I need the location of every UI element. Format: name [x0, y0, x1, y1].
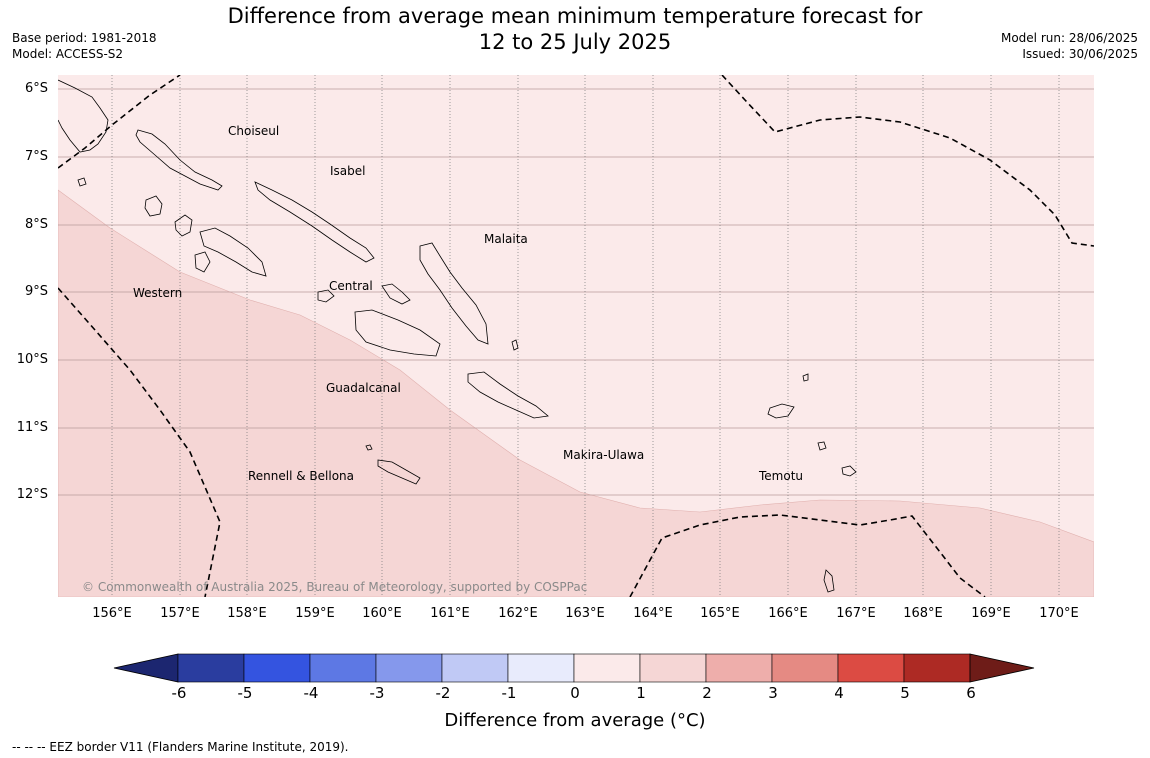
colorbar-boxes — [177, 653, 971, 683]
island-vanikoro — [841, 465, 857, 477]
colorbar-tick: -6 — [171, 684, 187, 702]
colorbar-tick: -5 — [237, 684, 253, 702]
meridians — [111, 75, 1060, 597]
island-anuta — [823, 569, 835, 593]
lon-label: 156°E — [92, 606, 132, 621]
colorbar-over-arrow — [969, 653, 1035, 683]
colorbar-tick: -3 — [369, 684, 385, 702]
island-shortland — [77, 177, 87, 187]
colorbar — [113, 653, 1035, 683]
colorbar-tick: 6 — [966, 684, 976, 702]
region-label-malaita: Malaita — [484, 232, 528, 246]
island-choiseul — [135, 129, 223, 191]
colorbar-box — [507, 653, 575, 683]
island-ndeni — [767, 403, 795, 419]
colorbar-box — [573, 653, 641, 683]
island-rendova — [194, 251, 211, 273]
colorbar-box — [837, 653, 905, 683]
colorbar-tick: 0 — [570, 684, 580, 702]
lon-label: 163°E — [565, 606, 605, 621]
island-vella — [144, 195, 163, 217]
lat-label: 6°S — [24, 81, 48, 96]
title-line-1: Difference from average mean minimum tem… — [227, 4, 923, 28]
region-label-western: Western — [133, 286, 183, 300]
map-panel — [58, 75, 1094, 597]
colorbar-tick: 4 — [834, 684, 844, 702]
meta-right: Model run: 28/06/2025 Issued: 30/06/2025 — [1001, 30, 1138, 62]
lon-label: 169°E — [971, 606, 1011, 621]
lat-label: 7°S — [24, 149, 48, 164]
lon-label: 164°E — [633, 606, 673, 621]
meta-left: Base period: 1981-2018 Model: ACCESS-S2 — [12, 30, 157, 62]
lon-label: 162°E — [498, 606, 538, 621]
island-duff — [802, 373, 809, 382]
colorbar-box — [771, 653, 839, 683]
region-label-makira-ulawa: Makira-Ulawa — [563, 448, 645, 462]
island-bougainville — [58, 79, 109, 153]
island-isabel — [254, 181, 375, 263]
colorbar-tick: 2 — [702, 684, 712, 702]
lon-label: 168°E — [903, 606, 943, 621]
lat-label: 11°S — [16, 420, 48, 435]
lat-label: 8°S — [24, 217, 48, 232]
colorbar-tick: -1 — [501, 684, 517, 702]
island-malaita — [419, 242, 489, 345]
lon-label: 160°E — [362, 606, 402, 621]
eez-border — [58, 75, 1094, 597]
colorbar-box — [705, 653, 773, 683]
title-line-2: 12 to 25 July 2025 — [478, 30, 672, 54]
colorbar-box — [639, 653, 707, 683]
lat-label: 10°S — [16, 352, 48, 367]
lon-label: 166°E — [768, 606, 808, 621]
colorbar-label: Difference from average (°C) — [444, 710, 706, 731]
island-bellona — [365, 444, 373, 451]
region-label-rennell-bellona: Rennell & Bellona — [248, 469, 355, 483]
lon-label: 170°E — [1039, 606, 1079, 621]
island-rennell — [377, 459, 421, 485]
region-label-choiseul: Choiseul — [228, 124, 280, 138]
lat-label: 9°S — [24, 284, 48, 299]
issued-date: Issued: 30/06/2025 — [1022, 47, 1138, 61]
lon-label: 161°E — [430, 606, 470, 621]
colorbar-box — [177, 653, 245, 683]
island-nggela — [317, 289, 335, 303]
islands — [58, 79, 857, 593]
colorbar-box — [243, 653, 311, 683]
chart-title: Difference from average mean minimum tem… — [0, 3, 1150, 55]
region-label-central: Central — [329, 279, 373, 293]
lon-label: 159°E — [295, 606, 335, 621]
colorbar-under-arrow — [113, 653, 179, 683]
lon-label: 167°E — [836, 606, 876, 621]
lon-label: 157°E — [160, 606, 200, 621]
colorbar-box — [441, 653, 509, 683]
colorbar-tick: -2 — [435, 684, 451, 702]
island-new-georgia-east — [199, 227, 267, 277]
eez-legend: -- -- -- EEZ border V11 (Flanders Marine… — [12, 740, 349, 754]
model-run: Model run: 28/06/2025 — [1000, 31, 1138, 45]
island-makira — [467, 371, 549, 419]
copyright-notice: © Commonwealth of Australia 2025, Bureau… — [82, 580, 588, 594]
region-label-guadalcanal: Guadalcanal — [326, 381, 401, 395]
graticule — [58, 88, 1094, 496]
island-utupua — [817, 441, 827, 451]
island-guadalcanal — [354, 309, 441, 357]
colorbar-tick: 1 — [636, 684, 646, 702]
colorbar-box — [375, 653, 443, 683]
colorbar-box — [309, 653, 377, 683]
colorbar-tick: 3 — [768, 684, 778, 702]
colorbar-box — [903, 653, 971, 683]
island-new-georgia — [174, 214, 193, 237]
island-small-malaita — [511, 339, 519, 351]
colorbar-tick: -4 — [303, 684, 319, 702]
base-period: Base period: 1981-2018 — [12, 31, 157, 45]
colorbar-tick: 5 — [900, 684, 910, 702]
lat-label: 12°S — [16, 487, 48, 502]
lon-label: 158°E — [227, 606, 267, 621]
lon-label: 165°E — [700, 606, 740, 621]
island-russell — [381, 283, 411, 305]
region-label-isabel: Isabel — [330, 164, 366, 178]
region-label-temotu: Temotu — [759, 469, 804, 483]
model-name: Model: ACCESS-S2 — [12, 47, 124, 61]
